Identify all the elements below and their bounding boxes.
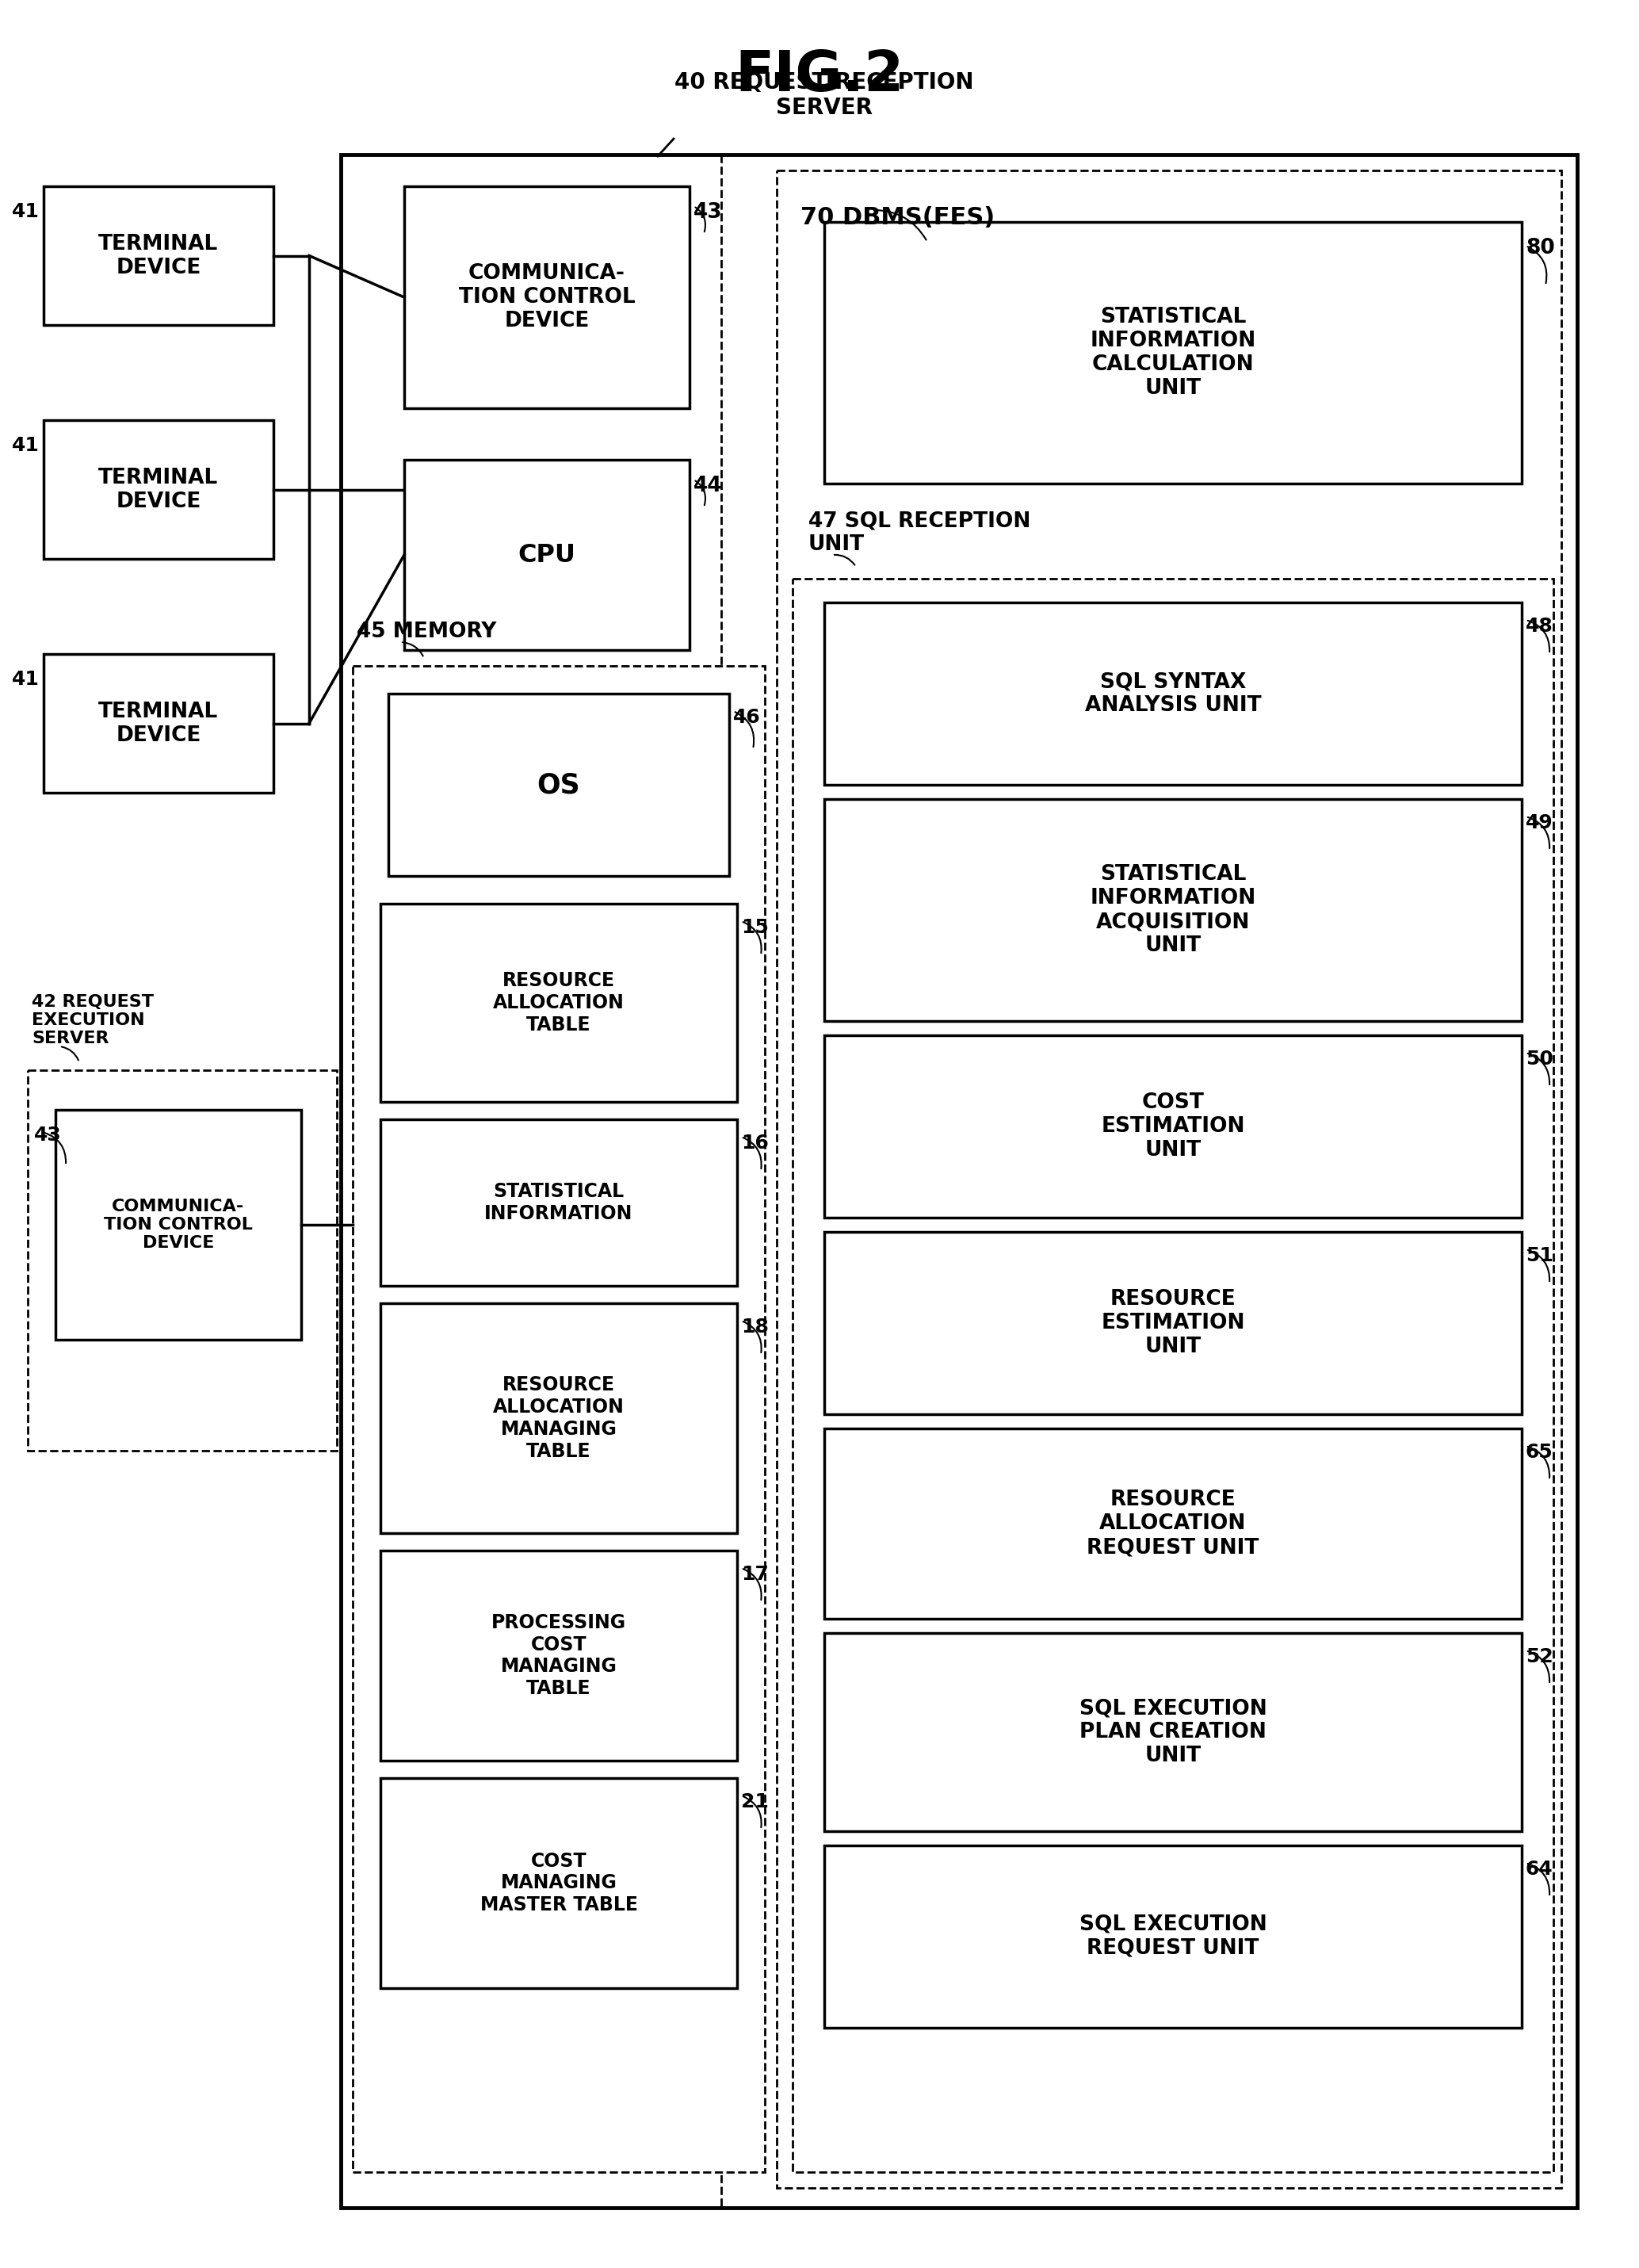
Text: COMMUNICA-
TION CONTROL
DEVICE: COMMUNICA- TION CONTROL DEVICE — [459, 263, 636, 331]
Bar — [824, 1034, 1521, 1218]
Bar — [824, 1232, 1521, 1415]
Bar — [824, 222, 1521, 483]
Text: 45 MEMORY: 45 MEMORY — [357, 621, 497, 642]
Text: 41: 41 — [11, 435, 39, 456]
Bar — [380, 1778, 738, 1989]
Text: 43: 43 — [693, 202, 723, 222]
Bar — [824, 1633, 1521, 1830]
Text: 41: 41 — [11, 202, 39, 222]
Text: FIG.2: FIG.2 — [734, 48, 905, 102]
Text: COST
MANAGING
MASTER TABLE: COST MANAGING MASTER TABLE — [480, 1851, 638, 1914]
Text: 42 REQUEST
EXECUTION
SERVER: 42 REQUEST EXECUTION SERVER — [31, 993, 154, 1046]
Bar — [44, 186, 274, 324]
Bar — [824, 1429, 1521, 1619]
Text: TERMINAL
DEVICE: TERMINAL DEVICE — [98, 701, 218, 746]
Bar — [824, 1846, 1521, 2028]
Text: CPU: CPU — [518, 542, 575, 567]
Text: OS: OS — [538, 771, 580, 798]
Text: TERMINAL
DEVICE: TERMINAL DEVICE — [98, 234, 218, 279]
Text: 17: 17 — [741, 1565, 769, 1583]
Text: 41: 41 — [11, 669, 39, 689]
Text: RESOURCE
ALLOCATION
MANAGING
TABLE: RESOURCE ALLOCATION MANAGING TABLE — [493, 1377, 624, 1461]
Bar — [824, 603, 1521, 785]
Bar — [380, 1120, 738, 1286]
Text: 65: 65 — [1526, 1442, 1554, 1463]
Bar — [56, 1109, 302, 1340]
Bar — [777, 170, 1562, 2189]
Bar — [824, 798, 1521, 1021]
Bar — [28, 1070, 338, 1452]
Text: 70 DBMS(FES): 70 DBMS(FES) — [800, 206, 995, 229]
Text: 52: 52 — [1526, 1647, 1554, 1667]
Text: 40 REQUEST RECEPTION
SERVER: 40 REQUEST RECEPTION SERVER — [675, 70, 974, 118]
Text: 16: 16 — [741, 1134, 769, 1152]
Bar — [380, 1304, 738, 1533]
Text: STATISTICAL
INFORMATION
CALCULATION
UNIT: STATISTICAL INFORMATION CALCULATION UNIT — [1090, 306, 1255, 399]
Text: 46: 46 — [733, 708, 760, 728]
Text: 47 SQL RECEPTION
UNIT: 47 SQL RECEPTION UNIT — [808, 510, 1031, 556]
Text: RESOURCE
ALLOCATION
TABLE: RESOURCE ALLOCATION TABLE — [493, 971, 624, 1034]
Text: SQL SYNTAX
ANALYSIS UNIT: SQL SYNTAX ANALYSIS UNIT — [1085, 671, 1260, 717]
Bar — [341, 154, 1577, 2207]
Text: SQL EXECUTION
REQUEST UNIT: SQL EXECUTION REQUEST UNIT — [1078, 1914, 1267, 1960]
Text: 51: 51 — [1526, 1245, 1554, 1266]
Text: RESOURCE
ALLOCATION
REQUEST UNIT: RESOURCE ALLOCATION REQUEST UNIT — [1087, 1490, 1259, 1558]
Bar — [405, 186, 690, 408]
Text: 15: 15 — [741, 919, 769, 937]
Bar — [380, 903, 738, 1102]
Text: 50: 50 — [1526, 1050, 1554, 1068]
Text: 21: 21 — [741, 1792, 769, 1812]
Text: STATISTICAL
INFORMATION: STATISTICAL INFORMATION — [485, 1182, 633, 1222]
Text: 80: 80 — [1526, 238, 1555, 259]
Text: 44: 44 — [693, 476, 723, 497]
Text: COST
ESTIMATION
UNIT: COST ESTIMATION UNIT — [1101, 1093, 1246, 1161]
Bar — [793, 578, 1554, 2173]
Text: COMMUNICA-
TION CONTROL
DEVICE: COMMUNICA- TION CONTROL DEVICE — [103, 1198, 252, 1252]
Text: TERMINAL
DEVICE: TERMINAL DEVICE — [98, 467, 218, 513]
Text: PROCESSING
COST
MANAGING
TABLE: PROCESSING COST MANAGING TABLE — [492, 1613, 626, 1699]
Text: SQL EXECUTION
PLAN CREATION
UNIT: SQL EXECUTION PLAN CREATION UNIT — [1078, 1699, 1267, 1767]
Text: 64: 64 — [1526, 1860, 1554, 1878]
Text: 43: 43 — [34, 1125, 62, 1145]
Bar — [352, 667, 765, 2173]
Bar — [44, 420, 274, 558]
Text: RESOURCE
ESTIMATION
UNIT: RESOURCE ESTIMATION UNIT — [1101, 1288, 1246, 1356]
Text: 49: 49 — [1526, 814, 1554, 832]
Bar — [380, 1551, 738, 1760]
Text: 48: 48 — [1526, 617, 1554, 635]
Text: 18: 18 — [741, 1318, 769, 1336]
Text: STATISTICAL
INFORMATION
ACQUISITION
UNIT: STATISTICAL INFORMATION ACQUISITION UNIT — [1090, 864, 1255, 957]
Bar — [388, 694, 729, 875]
Bar — [405, 460, 690, 651]
Bar — [44, 653, 274, 794]
